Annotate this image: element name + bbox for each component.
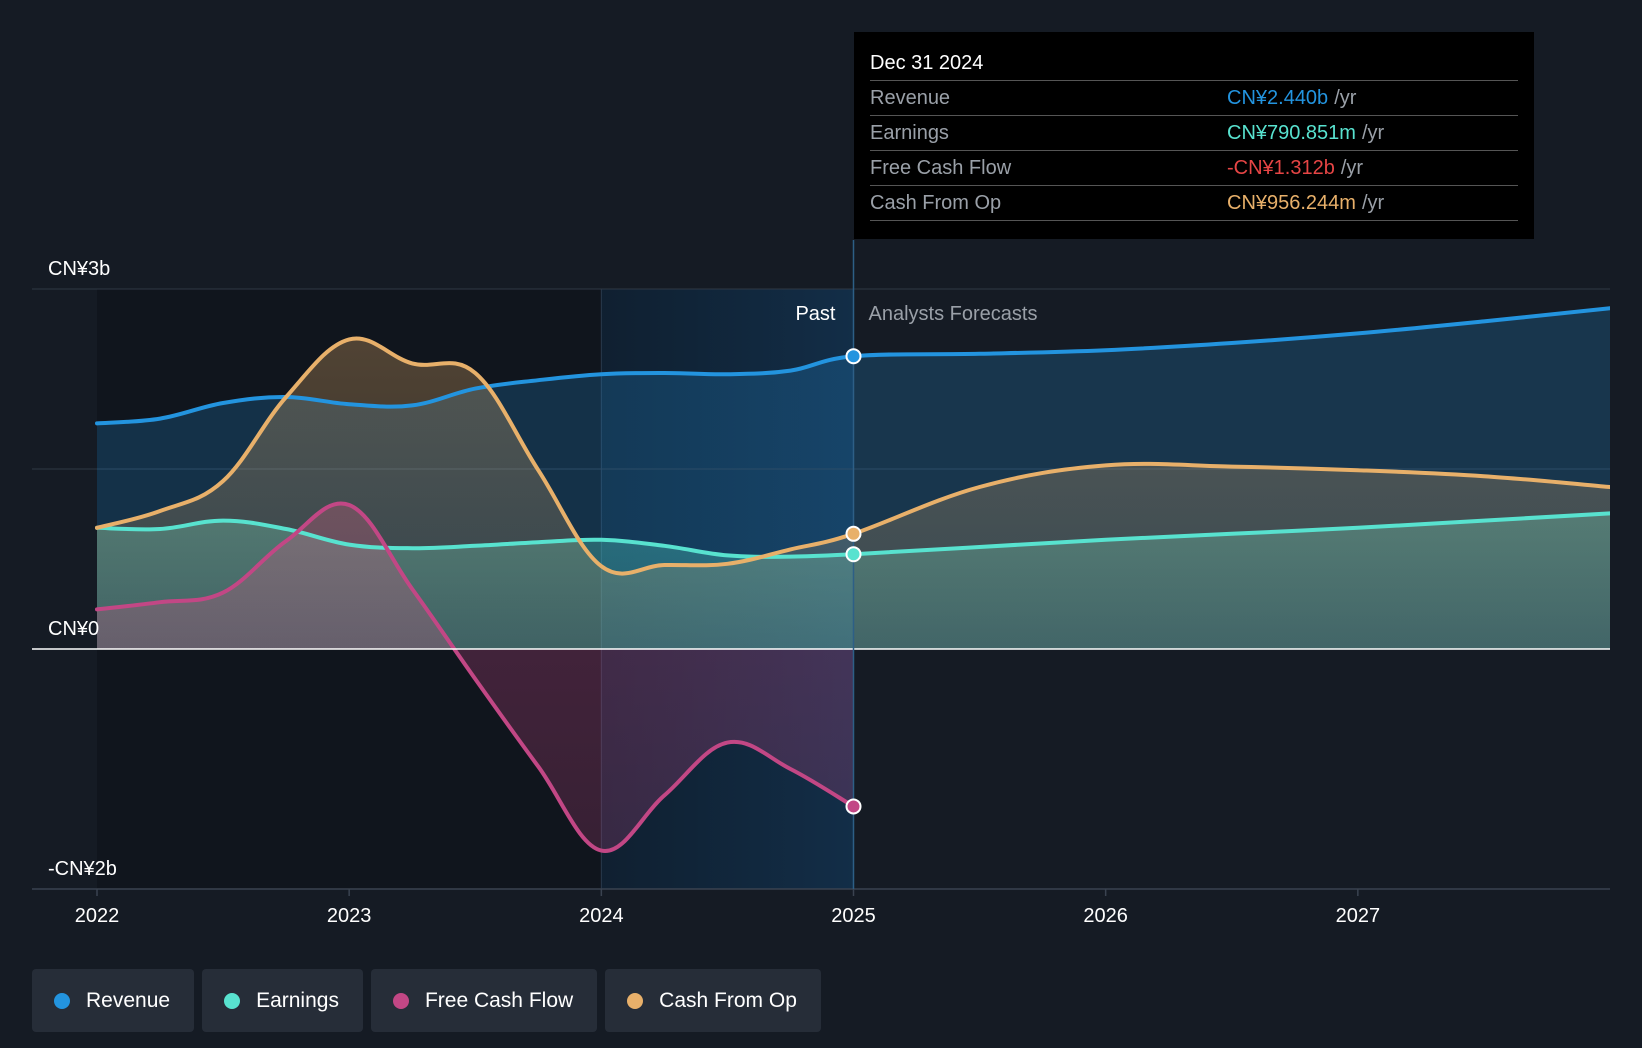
tooltip-value: -CN¥1.312b [1227,157,1335,179]
tooltip-unit: /yr [1334,87,1357,109]
legend-dot-icon [392,992,409,1009]
marker-revenue [845,348,862,365]
tooltip: Dec 31 2024 Revenue CN¥2.440b /yr Earnin… [854,32,1534,239]
x-tick-label: 2026 [1083,905,1128,927]
tooltip-unit: /yr [1361,192,1385,214]
tooltip-label: Earnings [870,122,949,144]
forecast-label: Analysts Forecasts [869,303,1038,325]
legend-item-earnings[interactable]: Earnings [202,969,363,1032]
legend-label: Cash From Op [659,988,797,1012]
x-tick-label: 2024 [579,905,624,927]
tooltip-row-free-cash-flow: Free Cash Flow -CN¥1.312b /yr [870,151,1518,186]
tooltip-unit: /yr [1361,122,1385,144]
line-free-cash-flow [95,501,856,853]
tooltip-label: Free Cash Flow [870,157,1012,179]
legend-dot-icon [627,992,644,1009]
x-tick-label: 2025 [831,905,876,927]
line-revenue [95,306,1610,426]
x-tick-label: 2022 [75,905,120,927]
legend-item-cash-from-op[interactable]: Cash From Op [605,969,821,1032]
legend-dot-icon [224,992,241,1009]
tooltip-value: CN¥2.440b [1227,87,1329,109]
tooltip-date: Dec 31 2024 [870,46,1518,81]
tooltip-label: Cash From Op [870,192,1002,214]
tooltip-label: Revenue [870,87,951,109]
y-axis-label: -CN¥2b [48,858,117,880]
past-label: Past [795,303,835,325]
legend-dot-icon [54,992,70,1009]
legend: Revenue Earnings Free Cash Flow Cash Fro… [32,969,821,1032]
x-tick-label: 2027 [1336,905,1381,927]
x-tick-label: 2023 [327,905,372,927]
legend-label: Earnings [256,988,339,1012]
tooltip-row-cash-from-op: Cash From Op CN¥956.244m /yr [870,186,1518,221]
tooltip-value: CN¥956.244m [1227,192,1356,214]
line-cash-from-op [95,336,1610,576]
tooltip-row-revenue: Revenue CN¥2.440b /yr [870,81,1518,116]
legend-label: Free Cash Flow [424,988,574,1012]
tooltip-value: CN¥790.851m [1227,122,1356,144]
tooltip-row-earnings: Earnings CN¥790.851m /yr [870,116,1518,151]
marker-cash-from-op [845,525,862,542]
marker-earnings [845,546,862,563]
y-axis-label: CN¥3b [48,258,110,280]
tooltip-unit: /yr [1340,157,1364,179]
area-cash-from-op [97,338,1610,649]
line-earnings [95,511,1610,559]
marker-free-cash-flow [845,798,862,815]
legend-label: Revenue [86,988,171,1012]
legend-item-free-cash-flow[interactable]: Free Cash Flow [370,969,598,1032]
legend-item-revenue[interactable]: Revenue [32,969,195,1032]
y-axis-label: CN¥0 [48,618,99,640]
